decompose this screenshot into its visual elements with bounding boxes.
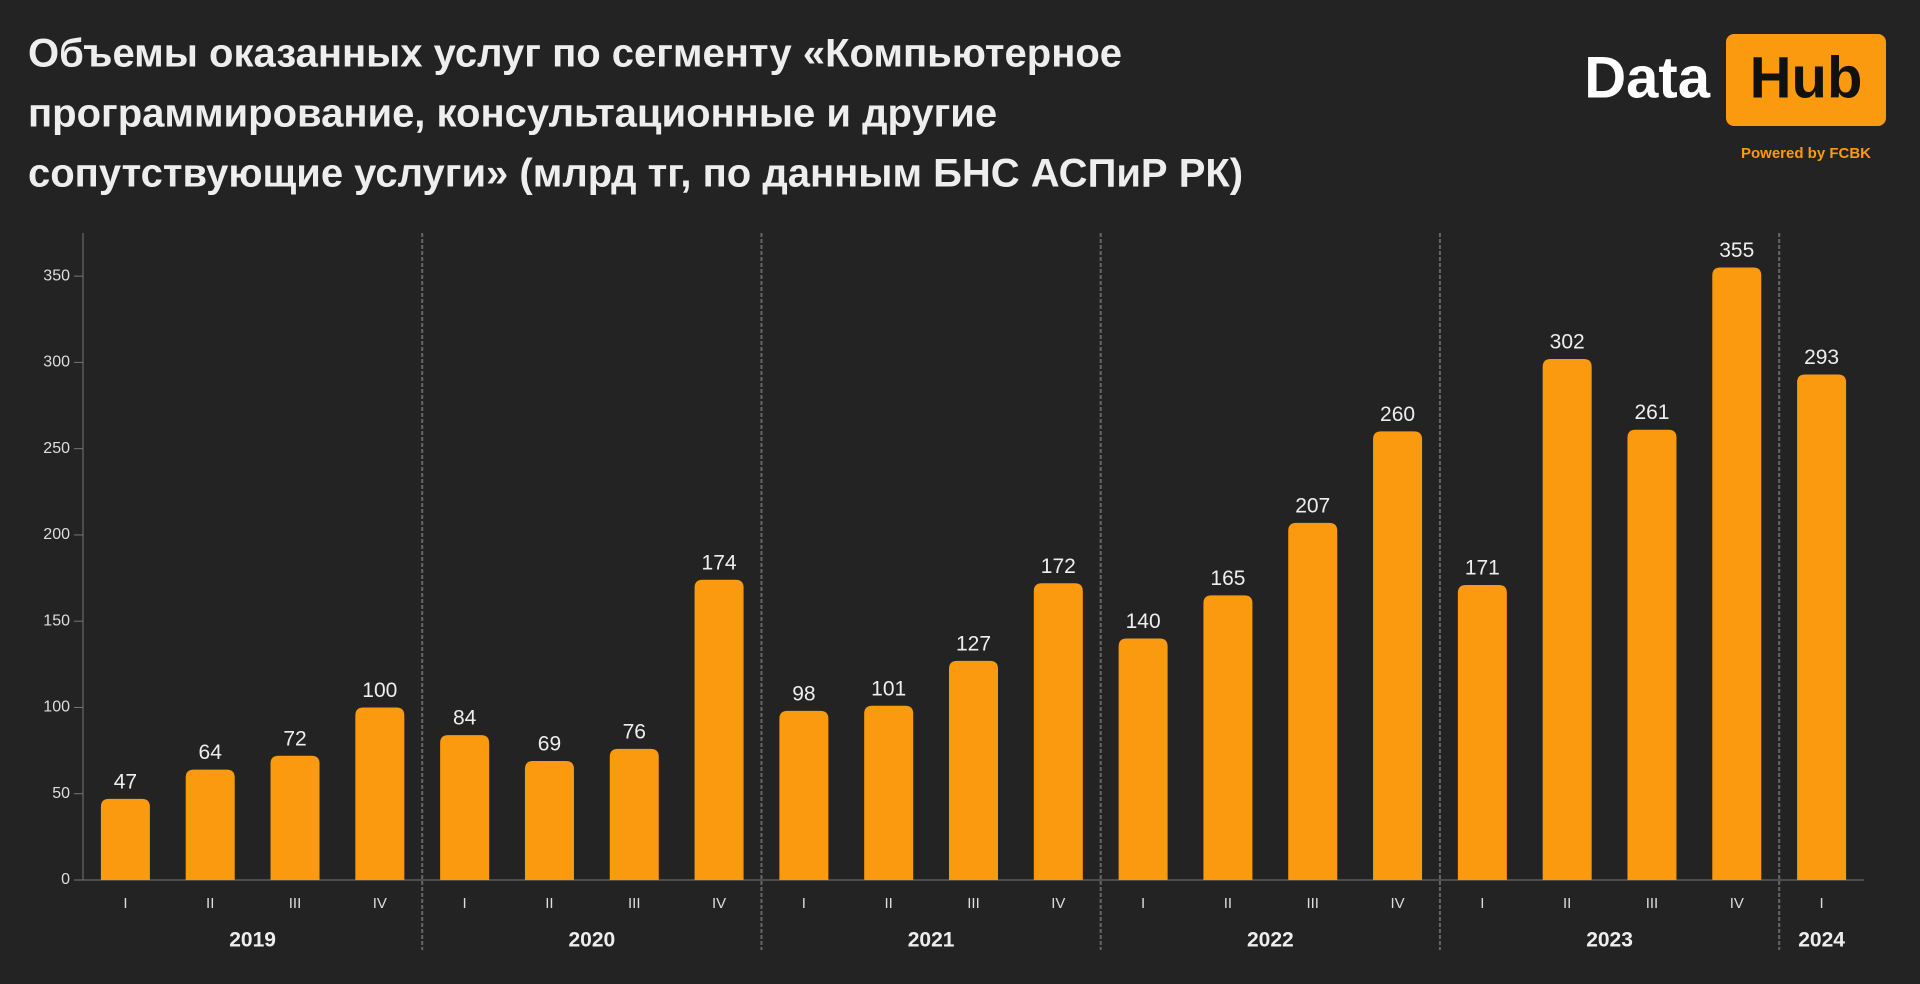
logo-word: Data — [1584, 45, 1710, 110]
x-tick-label: I — [1820, 895, 1824, 912]
y-tick-label: 0 — [61, 871, 70, 888]
y-tick-label: 150 — [43, 612, 70, 629]
group-label: 2021 — [908, 929, 955, 952]
value-label: 261 — [1634, 401, 1669, 424]
bar — [185, 769, 235, 880]
x-tick-label: III — [1646, 895, 1659, 912]
value-label: 98 — [792, 682, 815, 705]
logo-badge-box — [1726, 34, 1886, 126]
x-tick-label: I — [1480, 895, 1484, 912]
x-tick-label: II — [545, 895, 553, 912]
x-tick-label: III — [628, 895, 641, 912]
group-label: 2020 — [568, 929, 615, 952]
value-label: 127 — [956, 632, 991, 655]
bar — [100, 798, 150, 880]
value-label: 47 — [114, 770, 137, 793]
bar — [609, 748, 659, 880]
bar — [1797, 374, 1847, 880]
x-tick-label: II — [885, 895, 893, 912]
x-tick-label: IV — [1051, 895, 1065, 912]
value-label: 140 — [1126, 610, 1161, 633]
group-label: 2019 — [229, 929, 276, 952]
y-tick-label: 50 — [52, 785, 70, 802]
value-label: 171 — [1465, 557, 1500, 580]
x-tick-label: I — [1141, 895, 1145, 912]
logo-tagline: Powered by FCBK — [1741, 145, 1871, 162]
x-tick-label: IV — [1390, 895, 1404, 912]
x-tick-label: IV — [373, 895, 387, 912]
bar — [1712, 267, 1762, 880]
chart-title: программирование, консультационные и дру… — [28, 92, 997, 136]
bar — [1203, 595, 1253, 880]
bar — [1627, 429, 1677, 880]
bar — [1288, 522, 1338, 880]
value-label: 302 — [1550, 330, 1585, 353]
bar — [1118, 638, 1168, 880]
bar — [1033, 583, 1083, 880]
value-label: 76 — [623, 720, 646, 743]
y-tick-label: 350 — [43, 267, 70, 284]
value-label: 172 — [1041, 555, 1076, 578]
x-tick-label: III — [289, 895, 302, 912]
bar — [779, 710, 829, 880]
value-label: 207 — [1295, 494, 1330, 517]
value-label: 101 — [871, 677, 906, 700]
value-label: 165 — [1210, 567, 1245, 590]
x-tick-label: II — [206, 895, 214, 912]
x-tick-label: II — [1224, 895, 1232, 912]
value-label: 72 — [283, 727, 306, 750]
value-label: 69 — [538, 732, 561, 755]
bar — [524, 760, 574, 880]
x-tick-label: IV — [1730, 895, 1744, 912]
x-tick-label: I — [123, 895, 127, 912]
bar — [694, 579, 744, 880]
bar — [440, 735, 490, 880]
bar — [270, 755, 320, 880]
y-tick-label: 300 — [43, 354, 70, 371]
value-label: 100 — [362, 679, 397, 702]
x-tick-label: IV — [712, 895, 726, 912]
value-label: 293 — [1804, 346, 1839, 369]
group-label: 2024 — [1798, 929, 1845, 952]
value-label: 84 — [453, 707, 477, 730]
x-tick-label: I — [463, 895, 467, 912]
value-label: 355 — [1719, 239, 1754, 262]
group-label: 2023 — [1586, 929, 1633, 952]
chart-title: сопутствующие услуги» (млрд тг, по данны… — [28, 152, 1243, 196]
y-tick-label: 200 — [43, 526, 70, 543]
x-tick-label: I — [802, 895, 806, 912]
chart-title: Объемы оказанных услуг по сегменту «Комп… — [28, 32, 1122, 76]
y-tick-label: 100 — [43, 699, 70, 716]
bar — [864, 705, 914, 880]
value-label: 260 — [1380, 403, 1415, 426]
group-label: 2022 — [1247, 929, 1294, 952]
bar — [1542, 358, 1592, 880]
value-label: 64 — [199, 741, 223, 764]
y-tick-label: 250 — [43, 440, 70, 457]
logo-badge: Hub — [1750, 45, 1863, 110]
x-tick-label: III — [967, 895, 980, 912]
bar — [949, 660, 998, 880]
x-tick-label: III — [1306, 895, 1319, 912]
x-tick-label: II — [1563, 895, 1571, 912]
value-label: 174 — [702, 551, 737, 574]
bar — [1457, 584, 1507, 880]
bar — [355, 707, 405, 880]
bar — [1373, 431, 1423, 880]
